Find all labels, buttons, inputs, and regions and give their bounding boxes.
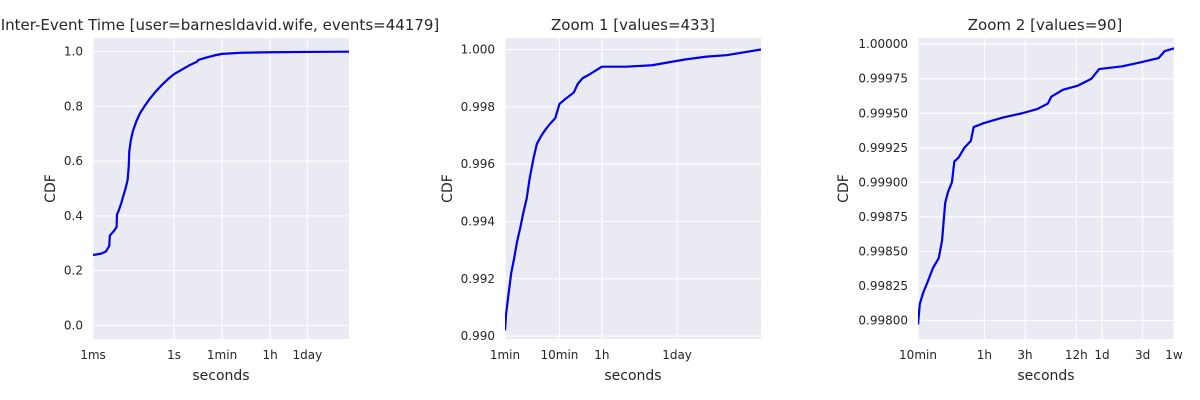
y-tick-label: 0.992 [461,272,495,286]
y-axis-label: CDF [43,174,59,203]
y-tick-label: 1.00000 [858,37,908,51]
y-tick-label: 0.4 [64,209,83,223]
y-tick-label: 1.000 [461,42,495,56]
y-tick-label: 0.990 [461,329,495,343]
y-tick-label: 0.8 [64,99,83,113]
x-tick-label: 10min [899,348,937,362]
plot-area [505,38,761,339]
chart-title: Inter-Event Time [user=barnesldavid.wife… [1,16,440,34]
x-tick-label: 1day [662,348,692,362]
y-tick-label: 0.0 [64,318,83,332]
cdf-series-line [918,47,1174,325]
x-tick-label: 1day [293,348,323,362]
x-tick-label: 3h [1017,348,1032,362]
y-axis-label: CDF [440,174,456,203]
x-tick-label: 1h [977,348,992,362]
x-tick-label: 1ms [80,348,106,362]
chart-title: Zoom 1 [values=433] [551,16,715,34]
y-tick-label: 1.0 [64,45,83,59]
x-axis-label: seconds [192,368,249,384]
x-tick-label: 1s [167,348,181,362]
x-tick-label: 1w [1165,348,1183,362]
x-tick-label: 12h [1065,348,1088,362]
y-tick-label: 0.6 [64,154,83,168]
x-tick-label: 1h [262,348,277,362]
plot-area [918,38,1174,339]
y-tick-label: 0.996 [461,157,495,171]
y-tick-label: 0.998 [461,100,495,114]
chart-panel-1: 1ms 1s 1min 1h 1day 0.0 0.2 0.4 0.6 0.8 1.0 Inter-E… [1,16,440,384]
y-tick-label: 0.99950 [858,106,908,120]
chart-panel-2: 1min 10min 1h 1day 0.990 0.992 0.994 0.996 0.998… [440,16,761,384]
chart-title: Zoom 2 [values=90] [968,16,1122,34]
cdf-series-line [505,48,761,331]
chart-panel-3: 10min 1h 3h 12h 1d 3d 1w 0.99800 0.99825 0.99850 0… [836,16,1183,384]
x-tick-label: 1min [207,348,237,362]
y-tick-label: 0.99975 [858,72,908,86]
x-axis-label: seconds [1017,368,1074,384]
y-tick-label: 0.99925 [858,141,908,155]
y-tick-label: 0.99875 [858,210,908,224]
y-tick-label: 0.99800 [858,313,908,327]
plot-area [93,38,349,339]
y-tick-label: 0.99825 [858,279,908,293]
cdf-series-line [93,50,349,257]
y-tick-label: 0.994 [461,214,495,228]
x-tick-label: 1d [1094,348,1109,362]
y-axis-label: CDF [836,174,852,203]
x-axis-label: seconds [604,368,661,384]
y-tick-label: 0.99900 [858,175,908,189]
y-tick-label: 0.2 [64,264,83,278]
x-tick-label: 10min [541,348,579,362]
x-tick-label: 1min [490,348,520,362]
x-tick-label: 1h [594,348,609,362]
y-tick-label: 0.99850 [858,244,908,258]
x-tick-label: 3d [1135,348,1150,362]
